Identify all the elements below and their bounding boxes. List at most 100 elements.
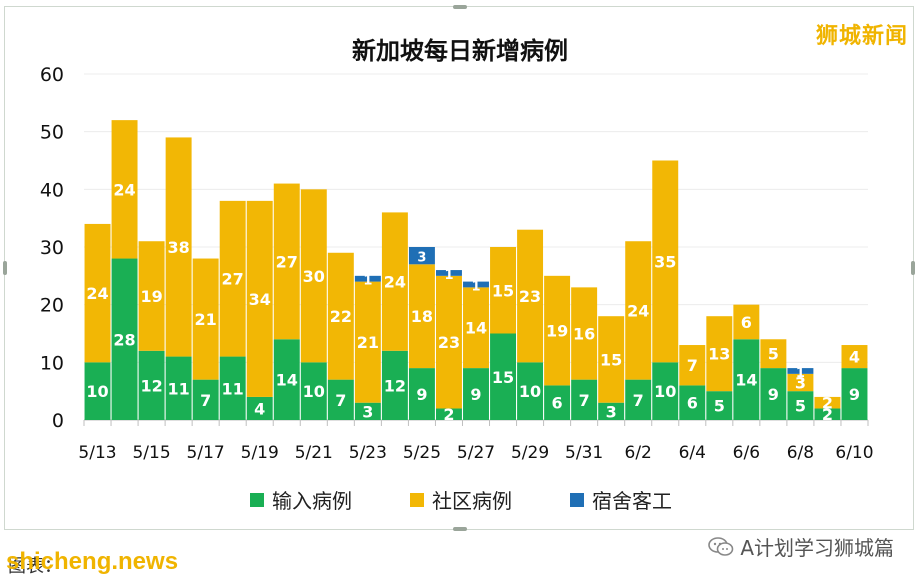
footer-wechat-account: A计划学习狮城篇 bbox=[708, 532, 894, 561]
bar-segment-community bbox=[300, 189, 327, 363]
data-label: 14 bbox=[276, 371, 298, 390]
legend-item-dormitory[interactable]: 宿舍客工 bbox=[570, 485, 672, 514]
bar-segment-community bbox=[706, 316, 733, 392]
data-label: 13 bbox=[708, 345, 730, 364]
resize-handle-left[interactable] bbox=[3, 261, 7, 275]
data-label: 7 bbox=[579, 391, 590, 410]
bar-segment-community bbox=[571, 287, 598, 380]
bar-segment-imported bbox=[138, 350, 165, 420]
bar-segment-imported bbox=[246, 396, 273, 420]
data-label: 24 bbox=[384, 273, 406, 292]
x-tick-label: 6/2 bbox=[625, 443, 652, 463]
data-label: 27 bbox=[276, 252, 298, 271]
bar-segment-imported bbox=[192, 379, 219, 420]
data-label: 10 bbox=[86, 382, 108, 401]
chart-title: 新加坡每日新增病例 bbox=[352, 37, 568, 65]
legend-item-community[interactable]: 社区病例 bbox=[410, 485, 512, 514]
legend-label-community: 社区病例 bbox=[432, 489, 512, 513]
data-label: 9 bbox=[416, 385, 427, 404]
y-tick-label: 30 bbox=[40, 237, 64, 259]
data-label: 7 bbox=[335, 391, 346, 410]
bar-segment-imported bbox=[517, 362, 544, 420]
data-label: 24 bbox=[86, 284, 108, 303]
data-label: 1 bbox=[444, 268, 453, 283]
data-label: 23 bbox=[438, 333, 460, 352]
bar-segment-imported bbox=[841, 368, 868, 420]
data-label: 15 bbox=[492, 368, 514, 387]
bar-segment-community bbox=[246, 200, 273, 397]
bar-segment-imported bbox=[652, 362, 679, 420]
bar-segment-community bbox=[517, 229, 544, 363]
bar-segment-imported bbox=[354, 402, 381, 420]
x-tick-label: 5/19 bbox=[241, 443, 279, 463]
legend-swatch-community bbox=[410, 492, 424, 507]
bar-segment-community bbox=[760, 339, 787, 369]
footer-site-watermark: shicheng.news bbox=[6, 548, 179, 575]
data-label: 6 bbox=[687, 394, 698, 413]
bar-segment-imported bbox=[598, 402, 625, 420]
bar-segment-imported bbox=[706, 391, 733, 420]
bar-segment-community bbox=[219, 200, 246, 357]
data-label: 5 bbox=[714, 397, 725, 416]
y-tick-label: 20 bbox=[40, 295, 64, 317]
bar-segment-community bbox=[490, 247, 517, 334]
bar-segment-imported bbox=[273, 339, 300, 420]
data-label: 7 bbox=[687, 356, 698, 375]
data-label: 4 bbox=[849, 348, 860, 367]
data-label: 12 bbox=[140, 376, 162, 395]
y-tick-label: 10 bbox=[40, 352, 64, 374]
bar-segment-community bbox=[327, 252, 354, 380]
x-axis: 5/13 5/15 5/17 5/19 5/21 5/23 5/25 5/27 5/29 5/31… bbox=[78, 420, 874, 463]
bar-segment-community bbox=[408, 264, 435, 369]
data-label: 18 bbox=[411, 307, 433, 326]
data-labels: 1024282412191138721112743414271030722321… bbox=[86, 180, 860, 424]
data-label: 6 bbox=[741, 313, 752, 332]
data-label: 14 bbox=[735, 371, 757, 390]
bar-segment-imported bbox=[463, 368, 489, 420]
data-label: 5 bbox=[768, 345, 779, 364]
bar-segment-community bbox=[733, 304, 760, 340]
data-label: 3 bbox=[795, 374, 806, 393]
bar-segment-community bbox=[463, 287, 489, 369]
legend-label-dormitory: 宿舍客工 bbox=[592, 489, 672, 513]
bar-segment-dormitory bbox=[787, 368, 814, 374]
bar-segment-dormitory bbox=[354, 275, 381, 282]
bar-segment-community bbox=[165, 137, 192, 357]
bar-segment-community bbox=[84, 223, 111, 363]
data-label: 23 bbox=[519, 287, 541, 306]
data-label: 21 bbox=[357, 333, 379, 352]
resize-handle-top[interactable] bbox=[453, 5, 467, 9]
bar-segment-imported bbox=[625, 379, 652, 420]
x-tick-label: 5/25 bbox=[403, 443, 441, 463]
bar-segment-dormitory bbox=[408, 247, 435, 265]
resize-handle-right[interactable] bbox=[911, 261, 915, 275]
data-label: 9 bbox=[768, 385, 779, 404]
x-tick-label: 6/8 bbox=[787, 443, 814, 463]
y-axis: 0 10 20 30 40 50 60 bbox=[40, 64, 64, 432]
footer-chart-credit: 图表： bbox=[8, 556, 62, 577]
wechat-icon bbox=[708, 536, 734, 556]
watermark-logo-text: 狮城新闻 bbox=[815, 24, 908, 49]
bar-segment-community bbox=[814, 396, 841, 409]
data-label: 9 bbox=[849, 385, 860, 404]
x-tick-label: 5/15 bbox=[132, 443, 170, 463]
bar-segment-imported bbox=[381, 350, 408, 420]
legend-item-imported[interactable]: 输入病例 bbox=[250, 485, 352, 514]
data-label: 9 bbox=[470, 385, 481, 404]
resize-handle-bottom[interactable] bbox=[453, 527, 467, 531]
bar-segment-imported bbox=[408, 368, 435, 420]
data-label: 15 bbox=[600, 350, 622, 369]
data-label: 6 bbox=[552, 394, 563, 413]
data-label: 2 bbox=[443, 405, 454, 424]
x-tick-label: 5/31 bbox=[565, 443, 603, 463]
data-label: 16 bbox=[573, 325, 595, 344]
bar-segment-community bbox=[679, 345, 706, 386]
x-tick-label: 5/13 bbox=[78, 443, 116, 463]
x-tick-label: 5/27 bbox=[457, 443, 495, 463]
data-label: 10 bbox=[303, 382, 325, 401]
y-tick-label: 0 bbox=[52, 410, 64, 432]
data-label: 10 bbox=[519, 382, 541, 401]
bar-segment-imported bbox=[165, 356, 192, 420]
data-label: 3 bbox=[606, 402, 617, 421]
